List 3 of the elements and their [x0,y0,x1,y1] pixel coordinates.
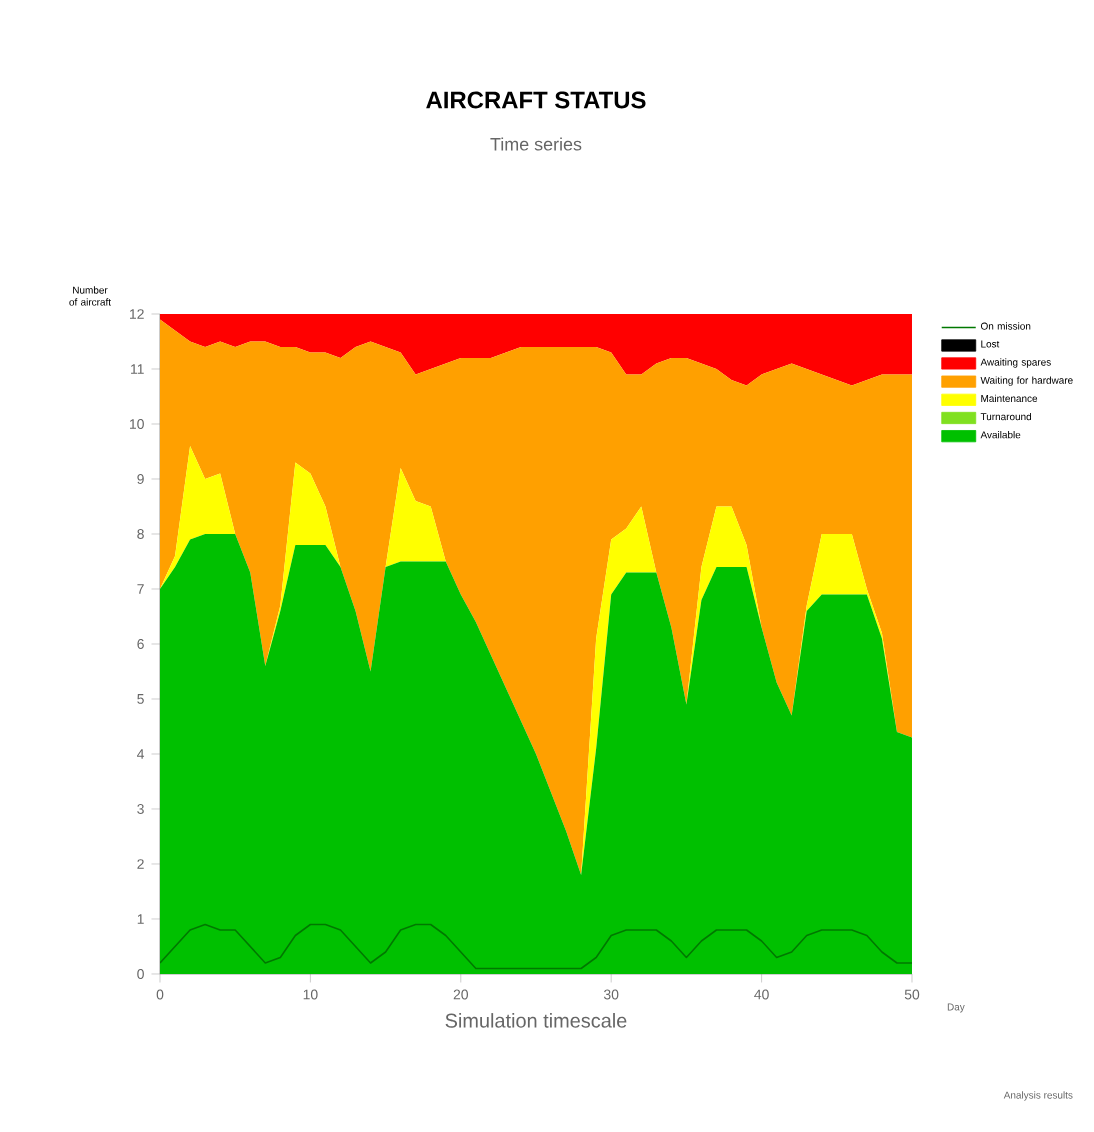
chart-title: AIRCRAFT STATUS [425,91,646,109]
x-axis-title: Simulation timescale [445,1013,627,1028]
chart-subtitle: Time series [490,137,582,151]
